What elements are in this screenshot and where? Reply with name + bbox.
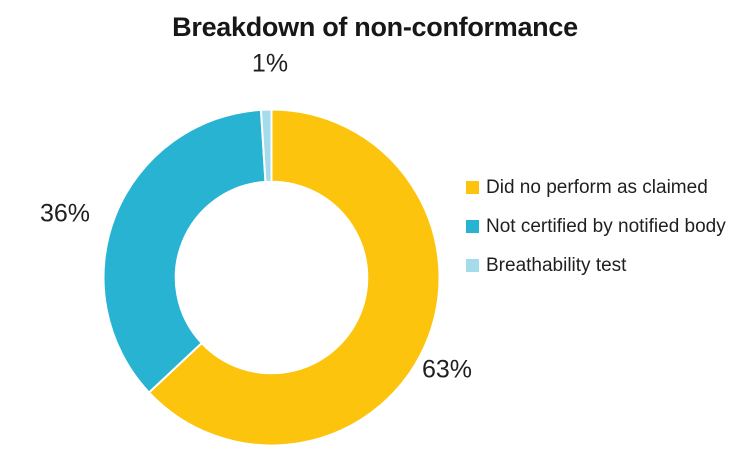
legend-item: Did no perform as claimed [466, 168, 726, 207]
data-label-did-no-perform: 63% [421, 355, 473, 384]
legend-swatch [466, 259, 479, 272]
legend-swatch [466, 220, 479, 233]
data-label-breathability-test: 1% [251, 49, 289, 78]
legend-label: Not certified by notified body [486, 215, 726, 237]
donut-slice-not-certified-by-notified-body [102, 108, 267, 394]
legend: Did no perform as claimed Not certified … [466, 168, 726, 285]
donut-series [102, 108, 441, 447]
donut-slice-breathability-test [259, 108, 273, 183]
legend-item: Breathability test [466, 246, 726, 285]
legend-swatch [466, 181, 479, 194]
chart-title: Breakdown of non-conformance [172, 12, 578, 42]
donut-slice-did-no-perform-as-claimed [147, 108, 441, 447]
legend-item: Not certified by notified body [466, 207, 726, 246]
data-label-not-certified: 36% [39, 199, 91, 228]
legend-label: Breathability test [486, 254, 627, 276]
legend-label: Did no perform as claimed [486, 176, 708, 198]
